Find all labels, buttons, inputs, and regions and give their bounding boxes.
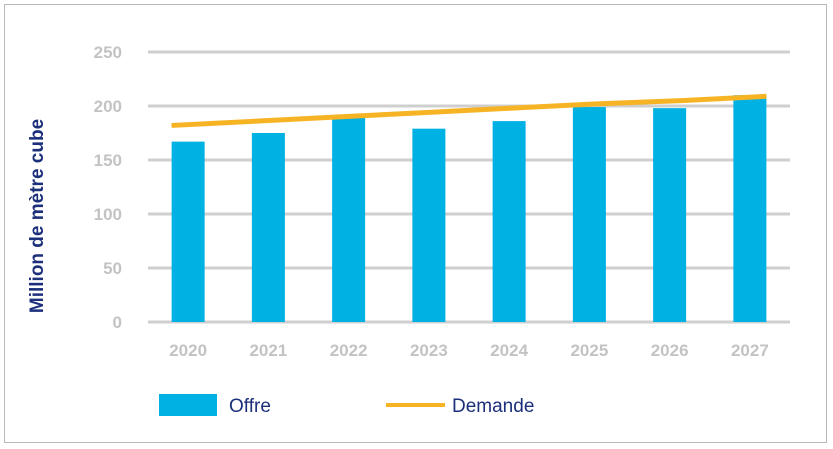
point-demande-2024 bbox=[510, 107, 512, 109]
point-demande-2021 bbox=[256, 120, 258, 122]
y-tick-label: 250 bbox=[94, 43, 122, 62]
bar-offre-2021 bbox=[251, 133, 285, 322]
x-tick-label: 2027 bbox=[731, 341, 769, 360]
y-axis-ticks: 0 50 100 150 200 250 bbox=[94, 43, 122, 332]
legend-swatch-offre bbox=[159, 394, 217, 416]
y-tick-label: 150 bbox=[94, 151, 122, 170]
y-tick-label: 200 bbox=[94, 97, 122, 116]
legend-label-demande: Demande bbox=[452, 396, 534, 417]
series-line-demande bbox=[171, 93, 767, 128]
x-tick-label: 2026 bbox=[651, 341, 689, 360]
point-demande-2020 bbox=[171, 124, 173, 126]
x-tick-label: 2020 bbox=[169, 341, 207, 360]
point-demande-2025 bbox=[595, 103, 597, 105]
bar-offre-2020 bbox=[171, 141, 205, 322]
legend-label-offre: Offre bbox=[229, 396, 271, 417]
legend: Offre Demande bbox=[159, 394, 534, 417]
point-demande-2026 bbox=[680, 100, 682, 102]
y-tick-label: 100 bbox=[94, 205, 122, 224]
bar-offre-2022 bbox=[332, 117, 366, 322]
x-tick-label: 2025 bbox=[570, 341, 608, 360]
line-demande bbox=[171, 93, 767, 128]
x-tick-label: 2021 bbox=[249, 341, 287, 360]
x-axis-ticks: 2020 2021 2022 2023 2024 2025 2026 2027 bbox=[169, 341, 769, 360]
bars-offre bbox=[171, 95, 767, 323]
bar-offre-2024 bbox=[492, 121, 526, 323]
y-axis-label: Million de mètre cube bbox=[27, 119, 48, 313]
point-demande-2027 bbox=[765, 95, 767, 97]
x-tick-label: 2023 bbox=[410, 341, 448, 360]
point-demande-2022 bbox=[341, 116, 343, 118]
bar-offre-2025 bbox=[572, 107, 606, 322]
gridlines bbox=[148, 50, 790, 324]
bar-offre-2026 bbox=[653, 108, 687, 322]
y-tick-label: 50 bbox=[103, 259, 122, 278]
y-tick-label: 0 bbox=[113, 313, 122, 332]
x-tick-label: 2022 bbox=[330, 341, 368, 360]
x-tick-label: 2024 bbox=[490, 341, 528, 360]
bar-offre-2027 bbox=[733, 95, 767, 322]
bar-offre-2023 bbox=[412, 128, 446, 322]
point-demande-2023 bbox=[426, 111, 428, 113]
